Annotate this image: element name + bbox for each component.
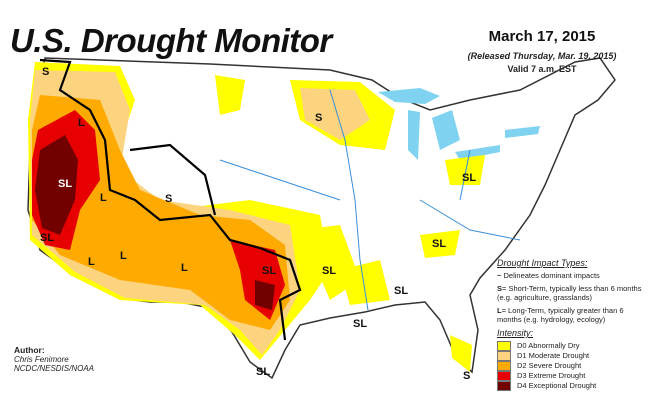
legend-label: D3 Extreme Drought	[517, 371, 586, 380]
d2-swatch	[497, 361, 511, 372]
impact-delineation-line	[129, 143, 217, 216]
long-term-text: = Long-Term, typically greater than 6 mo…	[497, 306, 624, 324]
impact-label: S	[165, 193, 173, 205]
impact-label: L	[181, 262, 188, 274]
impact-label: S	[463, 370, 471, 382]
release-date: (Released Thursday, Mar. 19, 2015)	[467, 51, 617, 61]
short-term-text: = Short-Term, typically less than 6 mont…	[497, 284, 642, 302]
legend-label: D1 Moderate Drought	[517, 351, 590, 360]
legend-label: D2 Severe Drought	[517, 361, 582, 370]
legend: Drought Impact Types: ~ Delineates domin…	[497, 258, 647, 392]
d1-area	[300, 88, 370, 140]
impact-label: S	[42, 66, 50, 78]
impact-label: SL	[462, 172, 477, 184]
impact-types-title: Drought Impact Types:	[497, 258, 588, 268]
impact-label: SL	[262, 265, 277, 277]
d0-swatch	[497, 341, 511, 352]
impact-label: SL	[40, 232, 55, 244]
short-term-key: S	[497, 284, 503, 293]
legend-item-d2: D2 Severe Drought	[497, 361, 647, 372]
impact-label: L	[120, 250, 127, 262]
impact-label: SL	[394, 285, 409, 297]
d3-area	[32, 110, 285, 320]
river	[219, 89, 521, 311]
d4-swatch	[497, 381, 511, 392]
legend-item-d4: D4 Exceptional Drought	[497, 381, 647, 392]
map-date: March 17, 2015	[488, 28, 596, 45]
author-name: Chris Fenimore	[14, 355, 69, 364]
intensity-title: Intensity:	[497, 328, 534, 338]
legend-label: D4 Exceptional Drought	[517, 381, 597, 390]
legend-item-d0: D0 Abnormally Dry	[497, 341, 647, 352]
d0-area	[215, 75, 485, 372]
author-heading: Author:	[14, 345, 45, 355]
great-lakes	[378, 88, 540, 160]
map-title: U.S. Drought Monitor	[10, 22, 332, 59]
legend-label: D0 Abnormally Dry	[517, 341, 580, 350]
impact-label: SL	[322, 265, 337, 277]
impact-label: SL	[58, 178, 73, 190]
impact-label: L	[88, 256, 95, 268]
impact-label: L	[78, 117, 85, 129]
author-org: NCDC/NESDIS/NOAA	[14, 364, 95, 373]
impact-label: SL	[256, 366, 271, 378]
author-block: Author: Chris Fenimore NCDC/NESDIS/NOAA	[14, 345, 95, 374]
legend-item-d1: D1 Moderate Drought	[497, 351, 647, 362]
d3-swatch	[497, 371, 511, 382]
impact-label: L	[100, 192, 107, 204]
legend-item-d3: D3 Extreme Drought	[497, 371, 647, 382]
impact-label: SL	[432, 238, 447, 250]
long-term-key: L	[497, 306, 502, 315]
d1-swatch	[497, 351, 511, 362]
delineates-text: Delineates dominant impacts	[503, 271, 600, 280]
impact-label: S	[315, 112, 323, 124]
impact-delineation-line	[39, 58, 302, 341]
impact-label: SL	[353, 318, 368, 330]
valid-time: Valid 7 a.m. EST	[507, 64, 577, 74]
d4-area	[35, 135, 275, 310]
delineation-line-icon: ~	[497, 271, 502, 280]
